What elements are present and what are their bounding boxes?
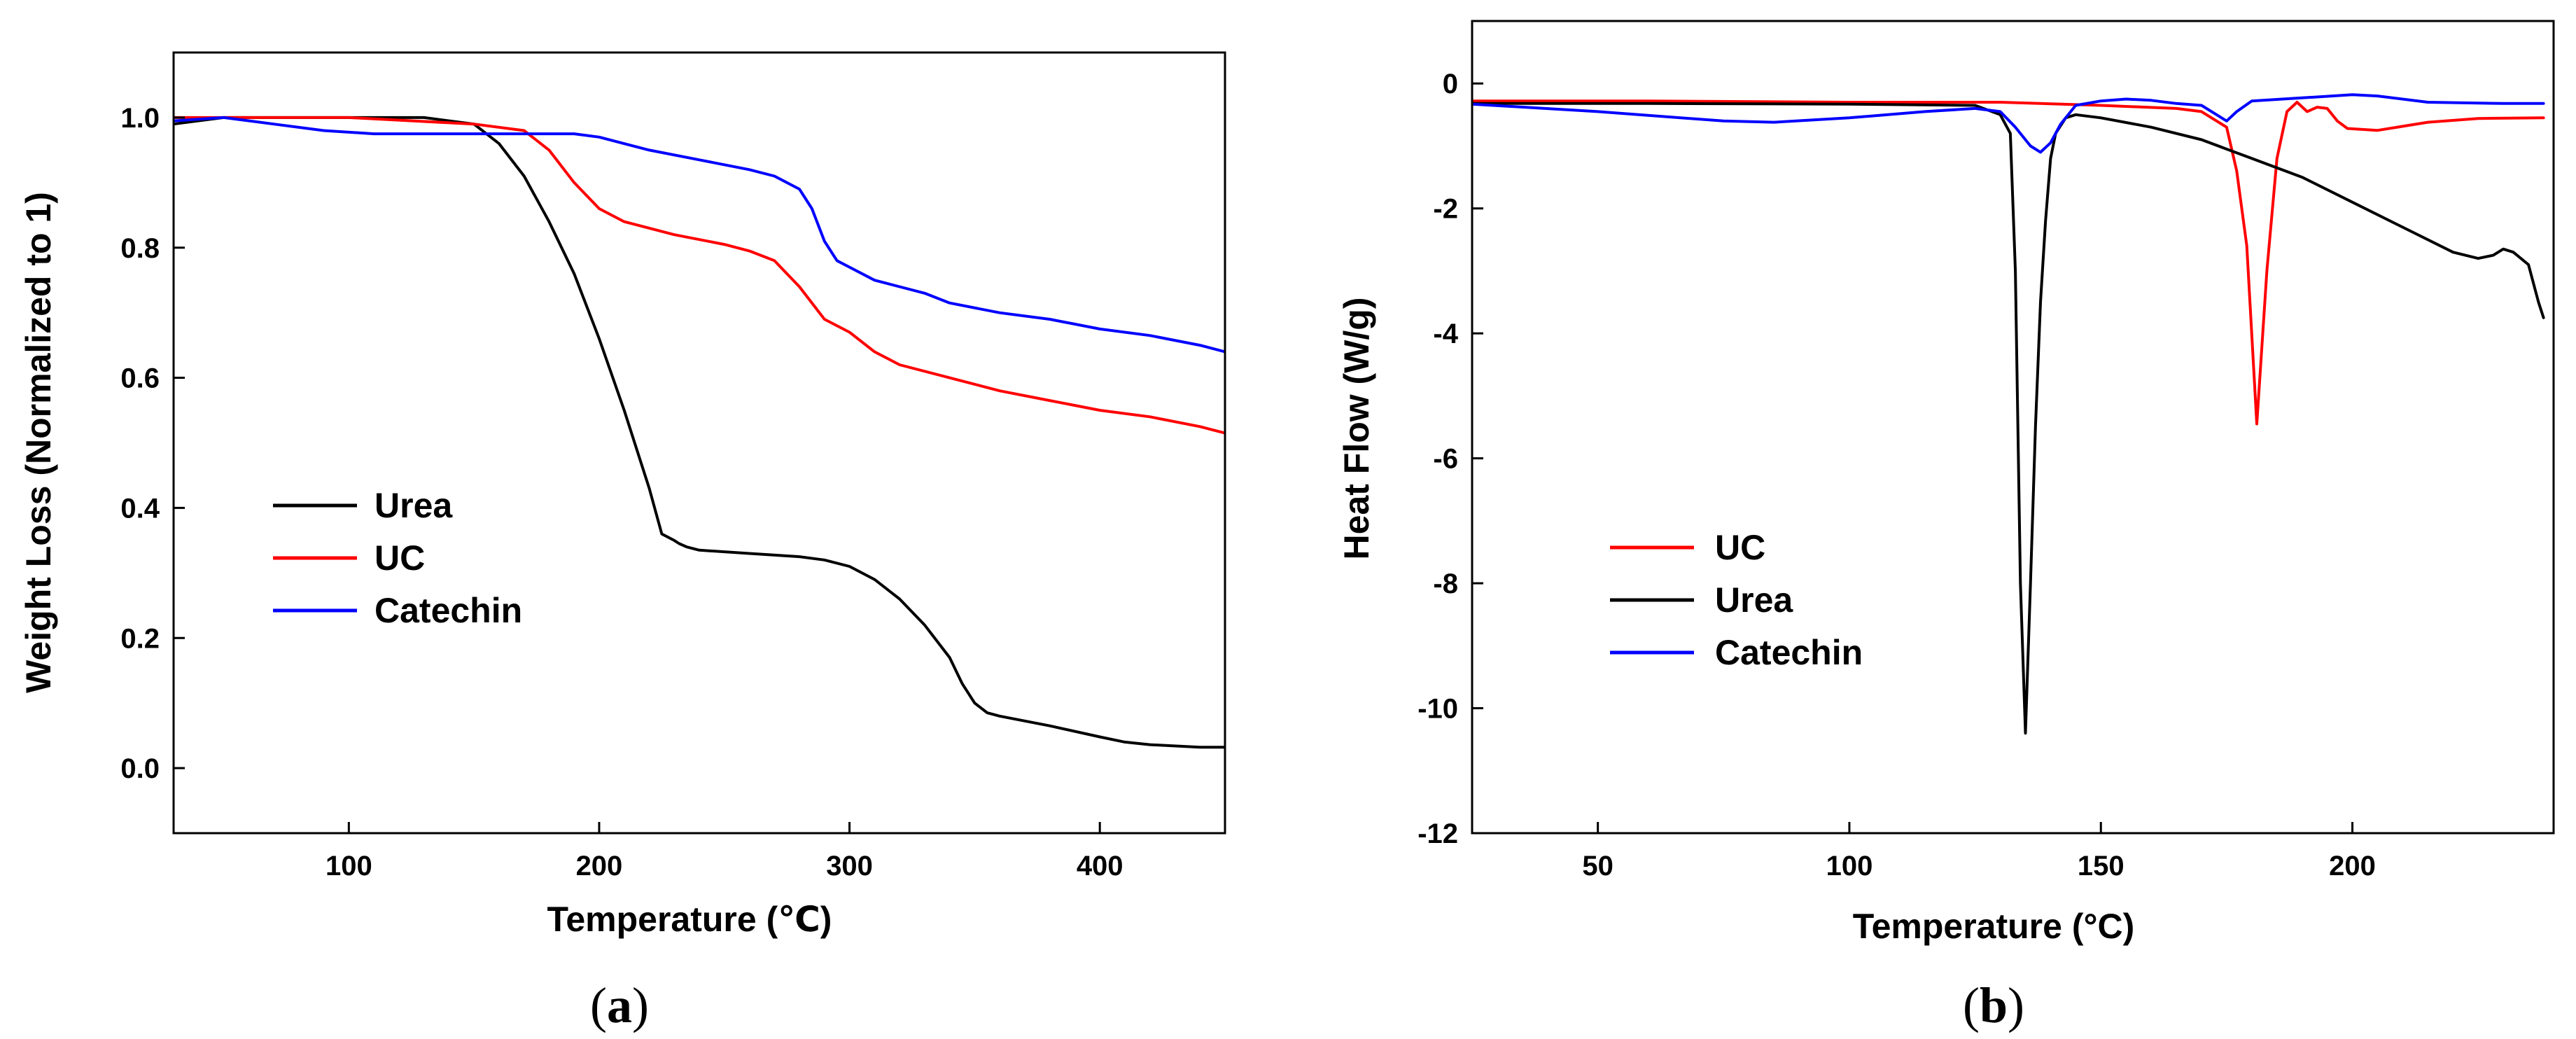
panel-b-legend-label-uc: UC [1715, 528, 1765, 567]
panel-b-series-urea [1472, 102, 2545, 735]
panel-b-caption-letter: b [1980, 977, 2008, 1033]
panel-b-y-tick-label: -10 [1418, 694, 1458, 725]
panel-a-legend-label-uc: UC [374, 538, 425, 578]
panel-a-x-tick-label: 200 [576, 851, 623, 881]
panel-b-series-lines [1472, 93, 2545, 735]
panel-b-series-catechin [1472, 93, 2545, 154]
panel-a-series-lines [174, 116, 1225, 749]
panel-a-ticks: 100 200 300 400 0.0 0.2 0.4 0.6 0.8 1.0 [120, 103, 1123, 881]
panel-a-y-tick-label: 0.0 [120, 753, 160, 784]
panel-b-legend-label-catechin: Catechin [1715, 633, 1863, 672]
panel-b-y-tick-label: -12 [1418, 818, 1458, 849]
panel-b-x-tick-label: 100 [1826, 851, 1873, 881]
panel-b-y-axis-title: Heat Flow (W/g) [1337, 298, 1376, 560]
panel-a-y-tick-label: 1.0 [120, 103, 160, 134]
panel-b-y-tick-label: -2 [1433, 194, 1458, 225]
panel-a-series-urea [174, 116, 1225, 749]
panel-a-legend-label-catechin: Catechin [374, 591, 522, 630]
panel-a-y-tick-label: 0.4 [120, 493, 160, 524]
panel-b-ticks: 50 100 150 200 0 -2 -4 -6 -8 -10 -12 [1418, 69, 2376, 881]
panel-b-dsc-chart: 50 100 150 200 0 -2 -4 -6 -8 -10 -12 Temperature (… [1337, 20, 2555, 1033]
panel-b-x-axis-title: Temperature (°C) [1853, 907, 2134, 946]
panel-a-y-tick-label: 0.2 [120, 623, 160, 654]
panel-a-caption-letter: a [607, 977, 632, 1033]
panel-b-legend-label-urea: Urea [1715, 580, 1793, 620]
panel-a-tga-chart: 100 200 300 400 0.0 0.2 0.4 0.6 0.8 1.0 Temperatu… [19, 51, 1226, 1033]
panel-a-x-axis-title: Temperature (℃) [547, 900, 832, 939]
panel-b-y-tick-label: -6 [1433, 444, 1458, 475]
panel-a-plot-frame [172, 51, 1226, 835]
panel-b-legend: UC Urea Catechin [1610, 528, 1863, 672]
panel-a-x-tick-label: 400 [1077, 851, 1124, 881]
panel-b-plot-frame [1471, 20, 2555, 835]
panel-a-x-tick-label: 300 [826, 851, 873, 881]
panel-b-x-tick-label: 150 [2078, 851, 2124, 881]
panel-a-y-axis-title: Weight Loss (Normalized to 1) [19, 192, 58, 693]
panel-b-x-tick-label: 200 [2329, 851, 2376, 881]
panel-b-y-tick-label: -4 [1433, 319, 1458, 349]
panel-b-x-tick-label: 50 [1582, 851, 1614, 881]
panel-a-y-tick-label: 0.8 [120, 233, 160, 264]
panel-a-y-tick-label: 0.6 [120, 363, 160, 394]
panel-a-caption: (a) [590, 977, 649, 1033]
panel-a-series-catechin [174, 116, 1225, 354]
panel-a-series-uc [174, 116, 1225, 435]
panel-b-y-tick-label: -8 [1433, 569, 1458, 599]
panel-b-caption: (b) [1963, 977, 2024, 1033]
panel-a-x-tick-label: 100 [326, 851, 372, 881]
panel-a-legend-label-urea: Urea [374, 486, 453, 525]
panel-b-y-tick-label: 0 [1443, 69, 1458, 99]
panel-a-legend: Urea UC Catechin [273, 486, 522, 630]
